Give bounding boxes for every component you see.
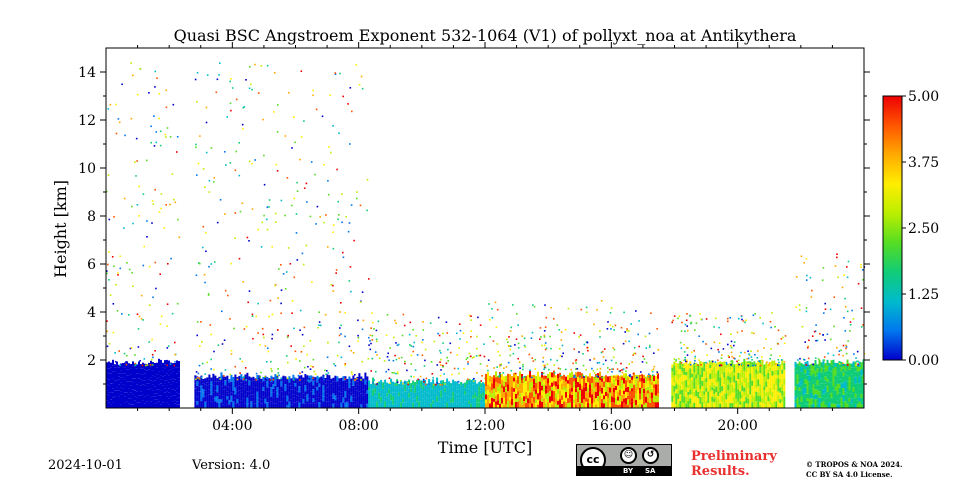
license-line-1: © TROPOS & NOA 2024. (806, 460, 903, 469)
cc-license-badge: cc ☺ ↺ BY SA (576, 444, 672, 476)
plot-frame (105, 47, 865, 409)
colorbar-tick-label: 1.25 (908, 287, 939, 303)
x-tick-label: 16:00 (591, 418, 631, 434)
cc-badge-strip (577, 466, 671, 475)
x-tick-label: 04:00 (212, 418, 252, 434)
y-tick-label: 8 (87, 209, 96, 225)
data-segment (671, 312, 787, 408)
date-label: 2024-10-01 (48, 458, 123, 473)
y-tick-label: 4 (87, 305, 96, 321)
data-segment (106, 62, 181, 408)
license-note: © TROPOS & NOA 2024. CC BY SA 4.0 Licens… (806, 460, 902, 480)
license-line-2: CC BY SA 4.0 License. (806, 470, 893, 479)
y-tick-label: 6 (87, 257, 96, 273)
preliminary-line-1: Preliminary (691, 449, 777, 464)
colorbar-tick-label: 2.50 (908, 221, 939, 237)
data-segment (485, 300, 660, 408)
x-tick-label: 20:00 (717, 418, 757, 434)
share-alike-icon: ↺ (642, 447, 659, 464)
chart-title: Quasi BSC Angstroem Exponent 532-1064 (V… (174, 26, 797, 45)
preliminary-line-2: Results. (691, 464, 750, 479)
y-axis-label: Height [km] (51, 180, 70, 278)
data-segment (194, 62, 370, 408)
attribution-icon: ☺ (620, 447, 637, 464)
y-tick-label: 14 (78, 65, 96, 81)
cc-by-label: BY (623, 467, 634, 475)
colorbar (882, 95, 903, 361)
cc-sa-label: SA (645, 467, 656, 475)
data-segment (368, 312, 487, 408)
colorbar-tick-label: 5.00 (908, 89, 939, 105)
x-tick-label: 08:00 (338, 418, 378, 434)
colorbar-tick-label: 0.00 (908, 353, 939, 369)
plot-area (106, 62, 866, 408)
y-axis: 2 4 6 8 10 12 14 (78, 65, 870, 385)
y-tick-label: 10 (78, 161, 96, 177)
x-tick-label: 12:00 (465, 418, 505, 434)
preliminary-note: Preliminary Results. (691, 449, 777, 479)
y-tick-label: 2 (87, 353, 96, 369)
colorbar-ticks: 0.00 1.25 2.50 3.75 5.00 (902, 89, 939, 369)
data-segment (794, 253, 866, 408)
y-tick-label: 12 (78, 113, 96, 129)
version-label: Version: 4.0 (192, 458, 271, 473)
colorbar-tick-label: 3.75 (908, 155, 939, 171)
x-axis: 04:00 08:00 12:00 16:00 20:00 (137, 42, 833, 434)
x-axis-label: Time [UTC] (438, 438, 532, 457)
